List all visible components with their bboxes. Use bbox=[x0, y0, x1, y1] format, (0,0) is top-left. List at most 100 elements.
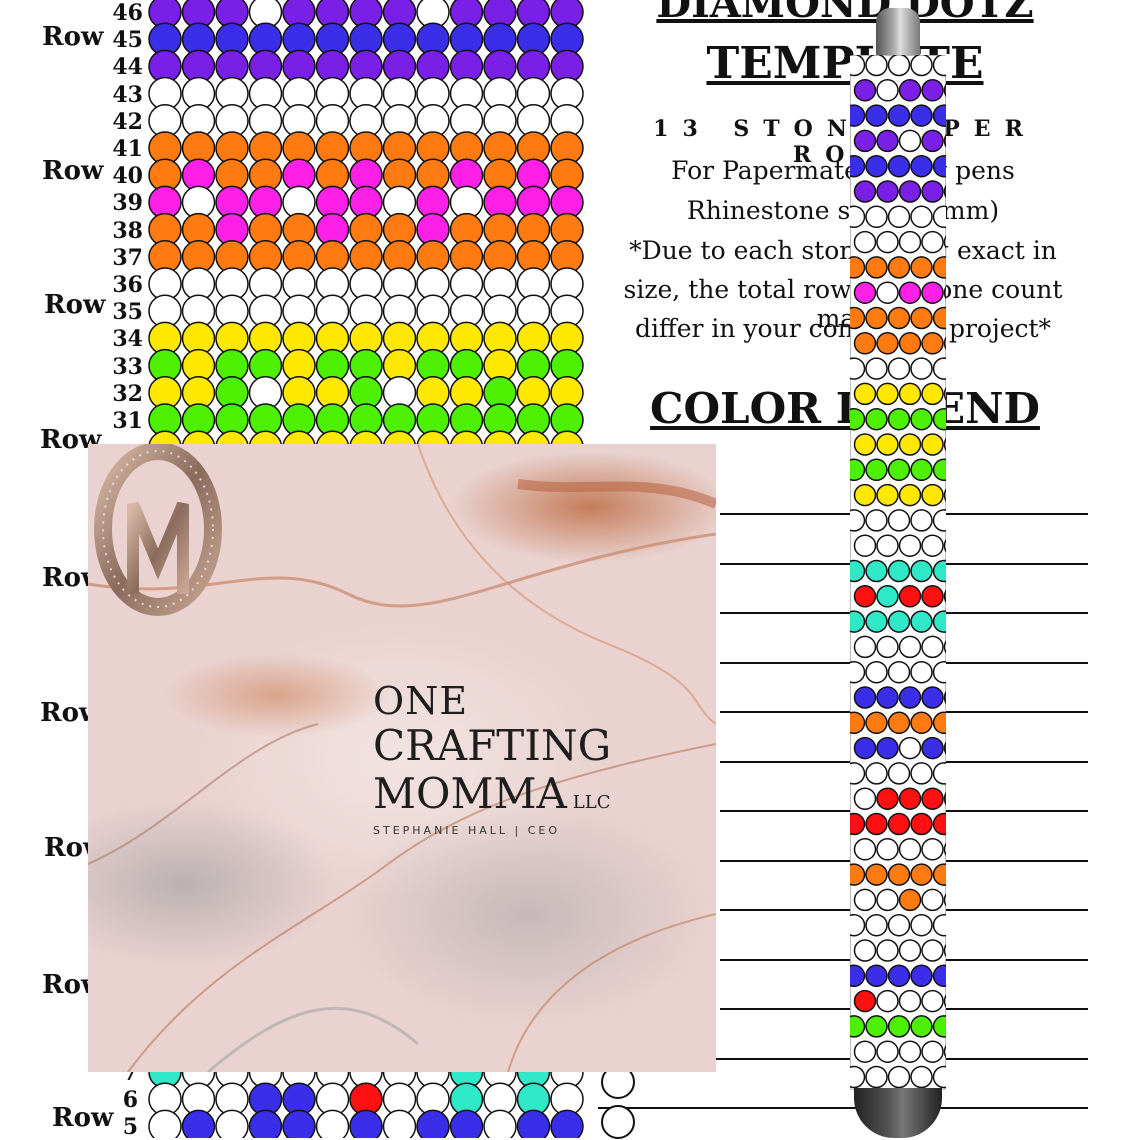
brand-momma: MOMMA LLC bbox=[373, 773, 610, 815]
legend-line bbox=[598, 1057, 1088, 1060]
bead bbox=[932, 964, 946, 988]
bead bbox=[910, 610, 933, 633]
bead bbox=[887, 964, 911, 988]
color-legend-heading: COLOR LEGEND bbox=[650, 384, 1040, 433]
bead bbox=[865, 1015, 888, 1038]
bead bbox=[887, 1015, 911, 1038]
bead bbox=[932, 660, 946, 684]
bead bbox=[887, 407, 911, 431]
bead bbox=[865, 964, 888, 988]
bead bbox=[876, 635, 899, 659]
bead bbox=[898, 1040, 922, 1063]
row-number: 32 bbox=[112, 380, 143, 407]
row-number: 33 bbox=[112, 353, 143, 380]
bead bbox=[887, 509, 911, 532]
bead bbox=[910, 863, 933, 886]
brand-ceo: STEPHANIE HALL | CEO bbox=[373, 824, 561, 837]
info-line-3: *Due to each stone being exact in bbox=[629, 236, 1057, 265]
row-label: Row bbox=[44, 290, 106, 320]
bead bbox=[910, 154, 933, 178]
bead bbox=[850, 660, 866, 684]
bead bbox=[853, 483, 877, 507]
legend-line bbox=[598, 1107, 1088, 1109]
bead bbox=[850, 913, 866, 937]
bead bbox=[921, 686, 944, 709]
bead bbox=[932, 306, 946, 330]
bead bbox=[910, 660, 933, 684]
bead bbox=[921, 534, 944, 557]
bead bbox=[853, 534, 877, 557]
bead bbox=[943, 538, 946, 553]
bead bbox=[416, 1109, 450, 1138]
bead bbox=[898, 180, 922, 203]
bead bbox=[943, 437, 946, 452]
bead bbox=[921, 382, 944, 406]
row-label: Row bbox=[52, 1103, 114, 1133]
bead bbox=[943, 134, 946, 148]
bead bbox=[898, 635, 922, 659]
bead bbox=[943, 690, 946, 705]
bead bbox=[898, 585, 922, 608]
brand-one: ONE bbox=[373, 679, 469, 723]
bead bbox=[921, 585, 944, 608]
bead bbox=[898, 433, 922, 456]
bead bbox=[921, 332, 944, 355]
bead bbox=[865, 306, 888, 330]
bead bbox=[910, 812, 933, 836]
bead bbox=[910, 357, 933, 380]
row-number: 37 bbox=[112, 244, 143, 271]
bead bbox=[910, 711, 933, 735]
bead bbox=[932, 711, 946, 735]
marble-veins bbox=[88, 444, 716, 1072]
bead bbox=[876, 838, 899, 861]
bead bbox=[865, 205, 888, 229]
bead bbox=[516, 1109, 551, 1138]
bead bbox=[865, 55, 888, 77]
bead bbox=[932, 863, 946, 886]
bead bbox=[850, 610, 866, 633]
bead bbox=[850, 306, 866, 330]
bead bbox=[921, 483, 944, 507]
bead bbox=[850, 1065, 866, 1089]
bead bbox=[921, 888, 944, 912]
bead bbox=[850, 509, 866, 532]
bead bbox=[943, 640, 946, 654]
bead bbox=[349, 1109, 383, 1138]
bead bbox=[932, 154, 946, 178]
bead bbox=[932, 610, 946, 633]
bead bbox=[282, 1109, 316, 1138]
bead bbox=[248, 1109, 283, 1138]
bead bbox=[853, 433, 877, 456]
bead bbox=[887, 154, 911, 178]
bead bbox=[887, 1065, 911, 1089]
bead bbox=[887, 256, 911, 279]
bead bbox=[932, 256, 946, 279]
bead bbox=[932, 913, 946, 937]
bead bbox=[910, 1015, 933, 1038]
bead bbox=[853, 180, 877, 203]
bead bbox=[865, 610, 888, 633]
bead-grid-template: 46 45 44 43 42 41 40 39 38 37 36 35 34 33 32 31 7 6 5 Row Ro… bbox=[40, 0, 584, 1138]
bead bbox=[876, 433, 899, 456]
bead bbox=[850, 256, 866, 279]
bead bbox=[865, 154, 888, 178]
bead bbox=[865, 559, 888, 583]
row-number: 38 bbox=[112, 217, 143, 244]
title-template: TEMPLATE bbox=[706, 38, 984, 89]
bead bbox=[943, 336, 946, 351]
brand-marble-card: ONE CRAFTING MOMMA LLC STEPHANIE HALL | C… bbox=[88, 444, 716, 1072]
bead bbox=[853, 281, 877, 304]
bead bbox=[853, 686, 877, 709]
bead bbox=[943, 1044, 946, 1059]
bead bbox=[215, 1109, 249, 1138]
bead bbox=[943, 83, 946, 98]
bead bbox=[865, 458, 888, 482]
bead bbox=[910, 559, 933, 583]
bead bbox=[921, 1040, 944, 1063]
bead bbox=[943, 943, 946, 958]
bead bbox=[887, 104, 911, 127]
bead bbox=[550, 1109, 584, 1138]
row-number: 40 bbox=[112, 163, 143, 190]
bead bbox=[865, 913, 888, 937]
bead bbox=[876, 230, 899, 254]
